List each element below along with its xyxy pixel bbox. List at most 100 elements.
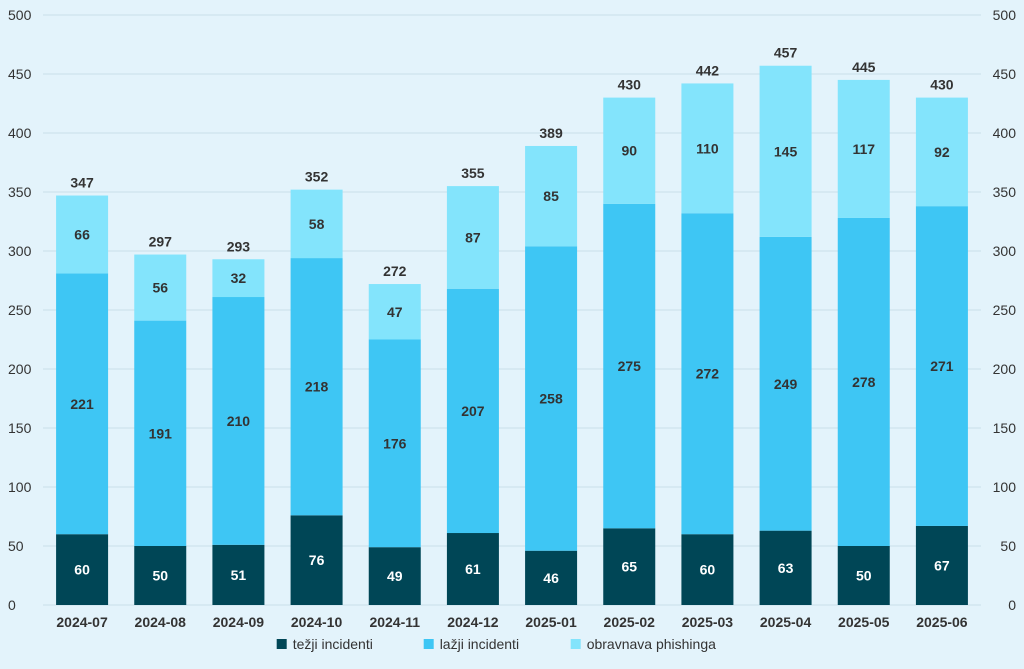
x-tick-label: 2025-04 [760,614,812,630]
y-tick-label-left: 300 [8,243,32,259]
y-tick-label-right: 350 [993,184,1017,200]
bar-segment [681,534,734,605]
y-tick-label-right: 250 [993,302,1017,318]
y-axis-left: 0 50 100 150 200 250 300 350 400 450 500 [8,7,32,613]
total-label: 355 [461,165,485,181]
data-label: 90 [621,143,637,159]
legend-label: obravnava phishinga [587,636,716,652]
data-label: 110 [696,140,719,156]
total-label: 293 [227,238,251,254]
x-tick-label: 2025-02 [604,614,656,630]
data-label: 46 [543,570,559,586]
data-label: 49 [387,568,403,584]
data-label: 51 [231,567,247,583]
bar-segment [837,79,890,218]
x-tick-label: 2024-07 [56,614,108,630]
y-tick-label-left: 150 [8,420,32,436]
data-label: 50 [856,568,872,584]
data-label: 32 [231,270,247,286]
bar-segment [603,528,656,605]
data-label: 56 [152,280,168,296]
y-tick-label-left: 100 [8,479,32,495]
bar-segment [446,288,499,534]
y-tick-label-left: 0 [8,597,16,613]
bar-segment [290,258,343,516]
data-label: 66 [74,226,90,242]
bar-segment [603,203,656,529]
bar-segment [290,189,343,259]
bar-segment [212,544,265,605]
data-label: 60 [74,562,90,578]
bar-segment [368,284,421,340]
data-label: 58 [309,216,325,232]
x-tick-label: 2024-10 [291,614,343,630]
bar-segment [368,339,421,548]
y-tick-label-right: 400 [993,125,1017,141]
data-label: 176 [383,435,407,451]
gridlines [43,14,981,606]
bar-segment [212,297,265,545]
x-tick-label: 2024-11 [369,614,420,630]
x-tick-label: 2025-05 [838,614,890,630]
bar-segment [446,533,499,605]
data-label: 67 [934,557,950,573]
data-label: 278 [852,374,876,390]
y-tick-label-left: 400 [8,125,32,141]
bar-segment [56,273,109,535]
total-label: 347 [70,175,94,191]
data-label: 61 [465,561,481,577]
bar-segment [837,546,890,605]
bar-segment [134,546,187,605]
bar-segment [915,206,968,526]
y-tick-label-right: 0 [1008,597,1016,613]
data-label: 191 [149,425,173,441]
data-label: 207 [461,403,485,419]
y-tick-label-left: 500 [8,7,32,23]
y-tick-label-right: 150 [993,420,1017,436]
bar-segment [525,246,578,551]
bar-segment [525,550,578,605]
data-label: 50 [152,568,168,584]
y-tick-label-right: 100 [993,479,1017,495]
y-tick-label-left: 250 [8,302,32,318]
total-label: 272 [383,263,407,279]
y-tick-label-right: 300 [993,243,1017,259]
data-label: 145 [774,143,798,159]
y-tick-label-right: 500 [993,7,1017,23]
x-tick-label: 2024-09 [213,614,265,630]
data-label: 272 [696,366,720,382]
bar-segment [759,530,812,605]
data-label: 85 [543,188,559,204]
bar-segment [681,213,734,535]
bar-segment [759,236,812,531]
legend-label: težji incidenti [293,636,373,652]
data-label: 258 [539,391,563,407]
total-label: 389 [539,125,563,141]
data-label: 47 [387,304,403,320]
bar-segment [525,145,578,247]
bar-segment [915,97,968,207]
data-label: 65 [621,559,637,575]
bar-segment [56,534,109,605]
data-label: 63 [778,560,794,576]
bars: 60 221 66 347 50 191 56 297 51 210 32 293 76 218 58 352… [56,45,968,605]
bar-segment [837,217,890,546]
data-label: 271 [930,358,954,374]
y-tick-label-left: 450 [8,66,32,82]
bar-segment [759,65,812,237]
bar-segment [681,83,734,214]
data-label: 249 [774,376,798,392]
x-tick-label: 2024-08 [135,614,187,630]
y-axis-right: 0 50 100 150 200 250 300 350 400 450 500 [993,7,1017,613]
data-label: 92 [934,144,950,160]
bar-segment [56,195,109,274]
bar-segment [134,320,187,546]
legend: težji incidenti lažji incidenti obravnava … [276,636,716,652]
bar-segment [368,547,421,605]
legend-swatch [570,639,581,649]
x-tick-label: 2024-12 [447,614,499,630]
bar-segment [603,97,656,204]
y-tick-label-left: 200 [8,361,32,377]
x-tick-label: 2025-06 [916,614,968,630]
